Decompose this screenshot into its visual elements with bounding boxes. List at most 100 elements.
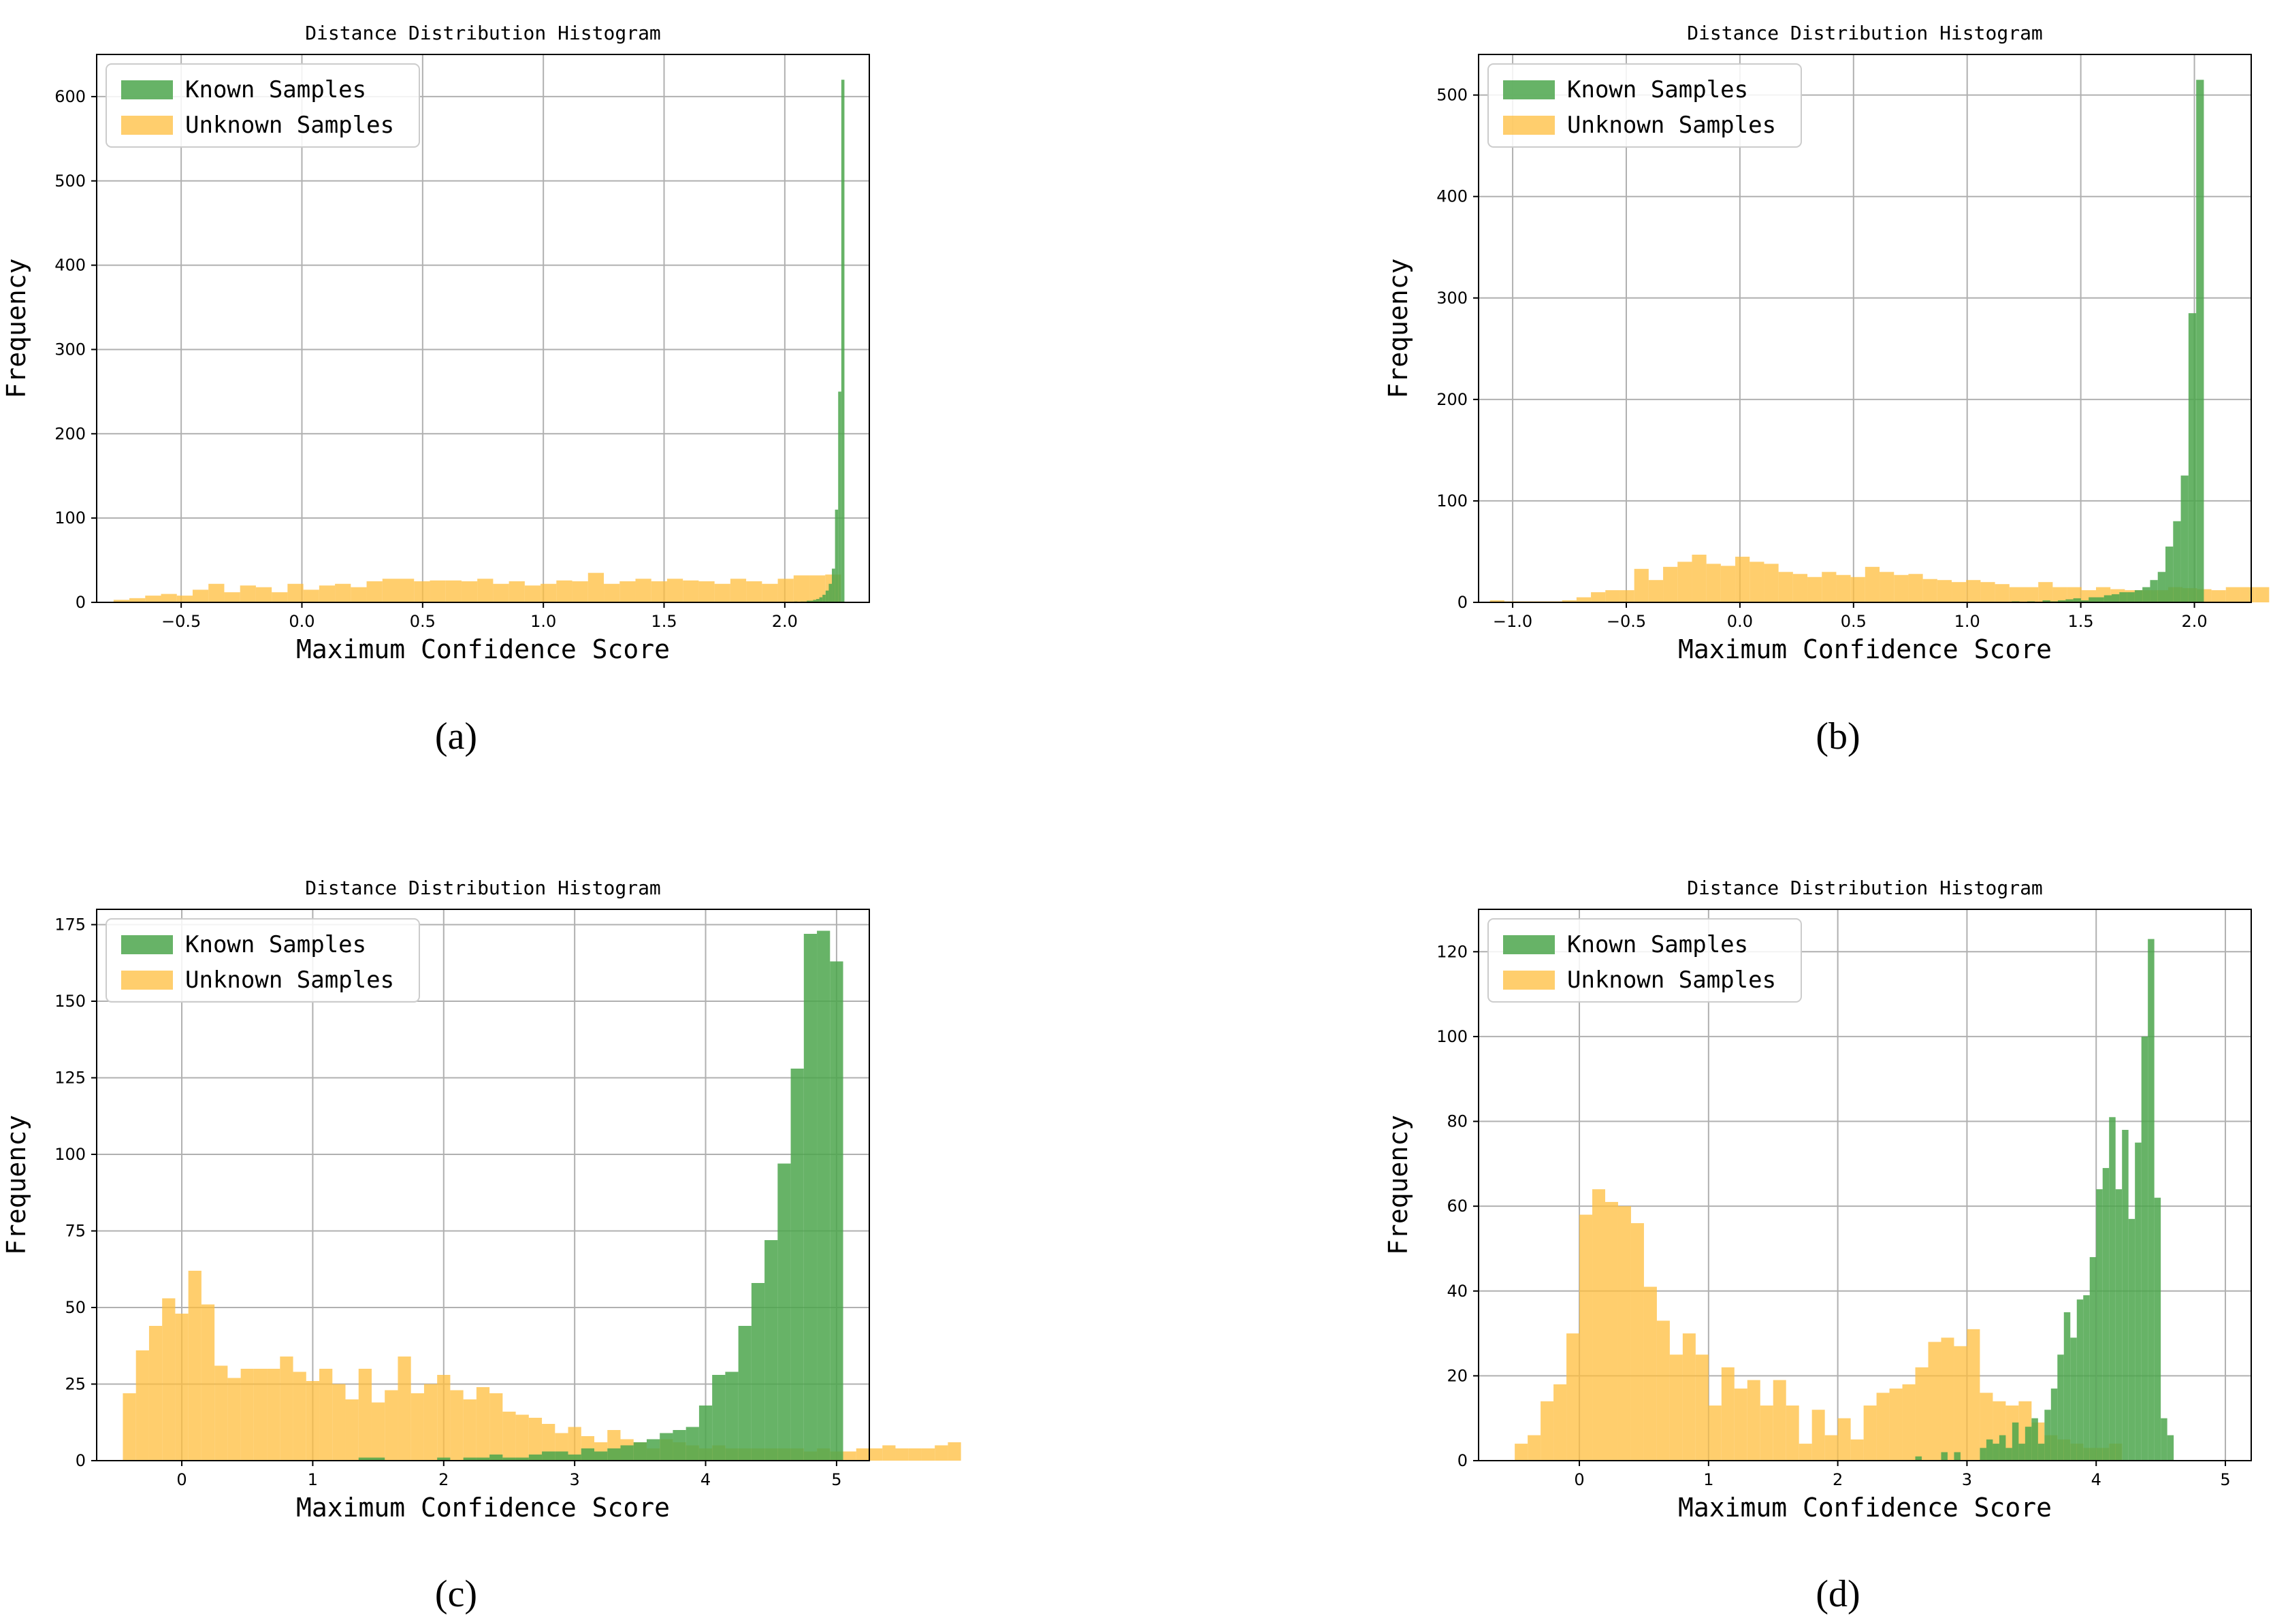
unknown-bar: [619, 581, 636, 602]
unknown-bar: [2024, 587, 2039, 602]
unknown-bar: [1528, 1435, 1541, 1461]
known-bar: [594, 1451, 608, 1461]
unknown-bar: [777, 579, 794, 602]
unknown-bar: [1695, 1354, 1709, 1461]
unknown-bar: [493, 583, 509, 602]
known-bar: [712, 1375, 726, 1461]
unknown-bar: [123, 1393, 136, 1461]
y-tick-label: 100: [54, 508, 86, 527]
plot-frame: [1478, 909, 2252, 1461]
known-bar: [2122, 1130, 2129, 1461]
unknown-bar: [303, 589, 319, 602]
known-bar: [2150, 580, 2158, 602]
known-bar: [2128, 1218, 2135, 1461]
known-bar: [2057, 1354, 2064, 1461]
y-tick-label: 600: [54, 87, 86, 106]
y-tick-label: 300: [54, 340, 86, 359]
unknown-bar: [1515, 1444, 1528, 1461]
unknown-bar: [332, 1384, 346, 1461]
unknown-bar: [1822, 572, 1837, 602]
known-bar: [2109, 1117, 2116, 1461]
unknown-bar: [1836, 574, 1851, 602]
legend-swatch: [1503, 80, 1555, 99]
unknown-bar: [746, 581, 762, 602]
unknown-bar: [524, 585, 541, 602]
known-bar: [777, 1163, 791, 1461]
known-bar: [2115, 1189, 2123, 1461]
x-tick-label: 0: [1574, 1470, 1584, 1489]
known-bar: [2141, 1036, 2148, 1461]
unknown-bar: [1937, 580, 1952, 602]
legend-label: Known Samples: [185, 931, 366, 958]
panel-caption: (b): [1816, 715, 1860, 758]
known-bar: [1993, 1444, 1999, 1461]
unknown-bar: [1750, 562, 1764, 602]
known-bar: [2037, 1444, 2045, 1461]
legend-label: Unknown Samples: [185, 112, 394, 139]
unknown-bar: [385, 1390, 398, 1461]
unknown-bar: [476, 1387, 490, 1461]
known-bar: [2196, 80, 2204, 603]
unknown-bar: [319, 1369, 333, 1461]
unknown-bar: [1489, 600, 1504, 602]
known-bar: [607, 1448, 621, 1461]
known-bar: [813, 600, 816, 602]
unknown-bar: [382, 579, 399, 602]
unknown-bar: [714, 583, 730, 602]
unknown-bar: [489, 1393, 503, 1461]
unknown-bar: [666, 579, 683, 602]
legend-label: Unknown Samples: [185, 967, 394, 994]
known-bar: [371, 1457, 385, 1461]
x-tick-label: 1.5: [651, 612, 677, 631]
known-bar: [2157, 572, 2166, 602]
known-bar: [817, 930, 831, 1461]
plot-frame: [1478, 54, 2252, 603]
y-axis-label: Frequency: [1383, 259, 1413, 399]
x-tick-label: 5: [2220, 1470, 2230, 1489]
known-bar: [633, 1442, 647, 1461]
known-bar: [816, 599, 820, 602]
unknown-bar: [113, 600, 130, 602]
known-bar: [2065, 599, 2074, 602]
known-bar: [515, 1457, 529, 1461]
unknown-bar: [1786, 1406, 1799, 1461]
legend: Known Samples Unknown Samples: [106, 918, 420, 1003]
known-bar: [2012, 1422, 2019, 1461]
known-bar: [2044, 1410, 2051, 1461]
x-axis-label: Maximum Confidence Score: [1678, 1493, 2052, 1523]
x-tick-label: 4: [2091, 1470, 2101, 1489]
unknown-bar: [162, 1298, 176, 1461]
y-tick-label: 120: [1436, 942, 1468, 961]
known-bar: [2096, 1189, 2103, 1461]
unknown-bar: [1967, 1329, 1980, 1461]
unknown-bar: [1706, 564, 1721, 602]
unknown-bar: [1682, 1333, 1696, 1461]
unknown-bar: [856, 1448, 869, 1461]
known-bar: [835, 509, 839, 602]
unknown-bar: [1720, 566, 1736, 602]
known-bar: [2102, 1168, 2110, 1461]
known-bar: [2161, 1418, 2167, 1461]
unknown-bar: [1764, 564, 1779, 602]
y-tick-label: 500: [1436, 86, 1468, 105]
unknown-bar: [461, 581, 478, 602]
unknown-bar: [272, 592, 288, 602]
known-bar: [751, 1283, 765, 1461]
known-bar: [568, 1455, 581, 1461]
series-known: [358, 930, 843, 1461]
unknown-bar: [351, 587, 367, 602]
unknown-bar: [240, 585, 256, 602]
plot-frame: [96, 909, 870, 1461]
unknown-bar: [1824, 1435, 1838, 1461]
unknown-bar: [882, 1445, 896, 1461]
series-unknown: [113, 572, 841, 602]
x-tick-label: 2.0: [772, 612, 798, 631]
known-bar: [2089, 597, 2097, 602]
unknown-bar: [253, 1369, 268, 1461]
known-bar: [620, 1445, 634, 1461]
legend-label: Unknown Samples: [1567, 967, 1776, 994]
legend: Known Samples Unknown Samples: [106, 63, 420, 148]
unknown-bar: [604, 583, 620, 602]
known-bar: [2180, 475, 2189, 602]
